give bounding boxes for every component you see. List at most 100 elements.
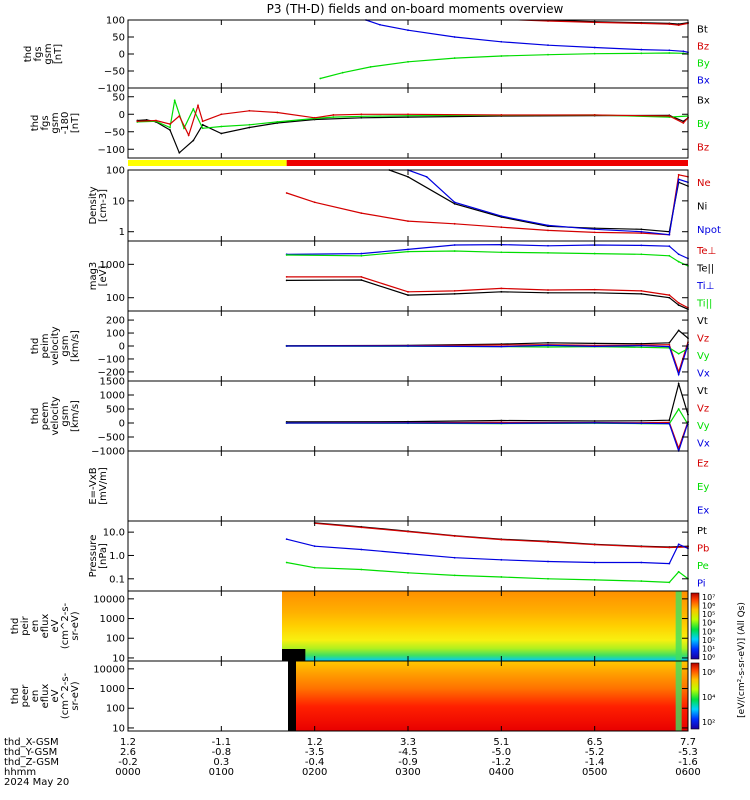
ion_velocity-legend-1: Vz: [697, 333, 709, 344]
density-point-Npot: [668, 233, 671, 236]
pressure-point-Pb: [593, 543, 596, 546]
temperature-legend-2: Ti⊥: [696, 281, 714, 292]
fgs_gse-series-Bx: [137, 114, 688, 154]
fgs-point-By: [593, 52, 596, 55]
fgs-point-Bx: [500, 40, 503, 43]
electron_velocity-ylabel-line: velocity: [50, 396, 61, 435]
ion_spectrogram-ylabel-line: eV: [50, 619, 61, 632]
fgs-ytick-label: 100: [106, 16, 125, 27]
fgs-point-By: [500, 55, 503, 57]
temperature-point-Te||: [593, 291, 596, 294]
fgs_gse-point-Bz: [197, 104, 199, 107]
temperature-point-Te||: [407, 294, 409, 296]
ephemeris-value: -1.2: [492, 757, 512, 768]
fgs_gse-point-Bx: [201, 123, 204, 126]
electron_velocity-point-Vx: [407, 422, 409, 424]
temperature-point-Te||: [285, 279, 288, 282]
ephemeris-value: -5.3: [678, 747, 698, 758]
pressure-point-Pe: [668, 581, 671, 584]
ion_velocity-ytick-label: −100: [98, 354, 125, 365]
pressure-point-Pb: [668, 546, 671, 549]
electron_velocity-ylabel-line: peem: [40, 402, 51, 430]
fgs_gse-ytick-label: 0: [119, 110, 125, 121]
electron_velocity-ytick-label: −1000: [91, 447, 125, 458]
fgs_gse-ylabel-line: gsm: [50, 112, 61, 133]
pressure-point-Pe: [285, 561, 288, 564]
efield-legend-0: Ez: [697, 459, 709, 470]
ion-colorbar: [690, 592, 700, 660]
electron_spectrogram-ytick-label: 10: [112, 723, 125, 734]
electron-colorbar-tick: 10²: [702, 718, 715, 727]
density-point-Ne: [407, 220, 409, 223]
fgs-legend-0: Bt: [697, 25, 708, 36]
fgs-point-By: [453, 57, 456, 59]
ephemeris-value: -1.4: [585, 757, 605, 768]
electron_velocity-legend-1: Vz: [697, 403, 709, 414]
fgs_gse-point-By: [220, 125, 223, 128]
electron_velocity-ytick-label: 500: [106, 405, 125, 416]
pressure-point-Pb: [640, 545, 643, 548]
fgs_gse-point-Bz: [136, 120, 139, 123]
pressure-point-Pb: [407, 530, 409, 533]
density-point-Npot: [425, 175, 428, 178]
electron_velocity-point-Vx: [668, 422, 671, 425]
fgs_gse-point-Bz: [668, 115, 671, 117]
temperature-point-Ti||: [668, 254, 671, 257]
temperature-point-Te||: [500, 290, 503, 293]
fgs-point-By: [547, 53, 549, 56]
fgs_gse-point-Bz: [220, 113, 223, 116]
fgs_gse-ylabel-line: fgs: [40, 115, 51, 130]
density-point-Ne: [547, 229, 549, 232]
ion_velocity-legend-0: Vt: [697, 316, 708, 327]
fgs-point-By: [640, 52, 643, 55]
ion_velocity-point-Vz: [668, 343, 671, 346]
pressure-point-Pi: [407, 552, 409, 555]
temperature-point-Ti||: [500, 251, 503, 254]
efield-ylabel-line: E=-VxB: [88, 467, 99, 504]
fgs_gse-ytick-label: −100: [98, 145, 125, 156]
temperature-ytick-label: 1000: [100, 260, 125, 271]
efield-ylabel-line: [mV/m]: [98, 467, 109, 505]
ephemeris-value: -5.2: [585, 747, 605, 758]
electron_spectrogram-ylabel-line: en: [30, 690, 41, 703]
temperature-point-Te||: [677, 304, 680, 307]
ephemeris-value: 1.2: [120, 737, 136, 748]
ion_velocity-point-Vx: [285, 345, 288, 347]
density-point-Npot: [500, 215, 503, 218]
temperature-point-Ti⊥: [453, 244, 456, 246]
fgs-series-Bz: [504, 20, 688, 26]
temperature-series-Te||: [286, 279, 688, 310]
fgs-ylabel-line: thd: [23, 46, 34, 63]
ion_velocity-series-Vy: [286, 345, 688, 355]
pressure-point-Pi: [677, 543, 680, 546]
fgs-point-Bz: [640, 22, 643, 25]
electron_velocity-ylabel-line: [km/s]: [70, 400, 81, 432]
temperature-point-Ti||: [360, 254, 363, 257]
date-label: 2024 May 20: [4, 777, 69, 788]
electron_velocity-ytick-label: 1000: [100, 391, 125, 402]
electron_velocity-legend-3: Vx: [697, 438, 710, 449]
temperature-point-Ti||: [593, 252, 596, 255]
electron_spectrogram-ylabel-line: eV: [50, 689, 61, 702]
temperature-point-Te⊥: [593, 288, 596, 291]
fgs-point-By: [341, 71, 344, 74]
ephemeris-value: -4.5: [398, 747, 418, 758]
fgs_gse-point-Bx: [407, 116, 409, 118]
ephemeris-value: -1.1: [212, 737, 232, 748]
ion_velocity-series-Vt: [286, 329, 688, 347]
fgs_gse-point-Bz: [500, 114, 503, 116]
density-point-Npot: [593, 228, 596, 231]
ephemeris-row-label: thd_X-GSM: [4, 737, 59, 748]
ephemeris-value: -0.9: [398, 757, 418, 768]
fgs_gse-point-Bx: [220, 132, 223, 135]
temperature-point-Te||: [640, 293, 643, 295]
density-ytick-label: 10: [112, 196, 125, 207]
ephemeris-value: 0200: [302, 767, 327, 778]
temperature-legend-1: Te||: [696, 263, 714, 274]
ephemeris-value: -5.0: [492, 747, 512, 758]
ion-colorbar-tick: 10⁵: [702, 610, 715, 619]
x-axis-ephemeris: thd_X-GSM 1.2 -1.1 1.2 3.3 5.1 6.5 7.7 thd_Y-GSM…: [4, 737, 701, 788]
fgs_gse-point-By: [173, 99, 176, 102]
ion_velocity-ytick-label: 200: [106, 316, 125, 327]
